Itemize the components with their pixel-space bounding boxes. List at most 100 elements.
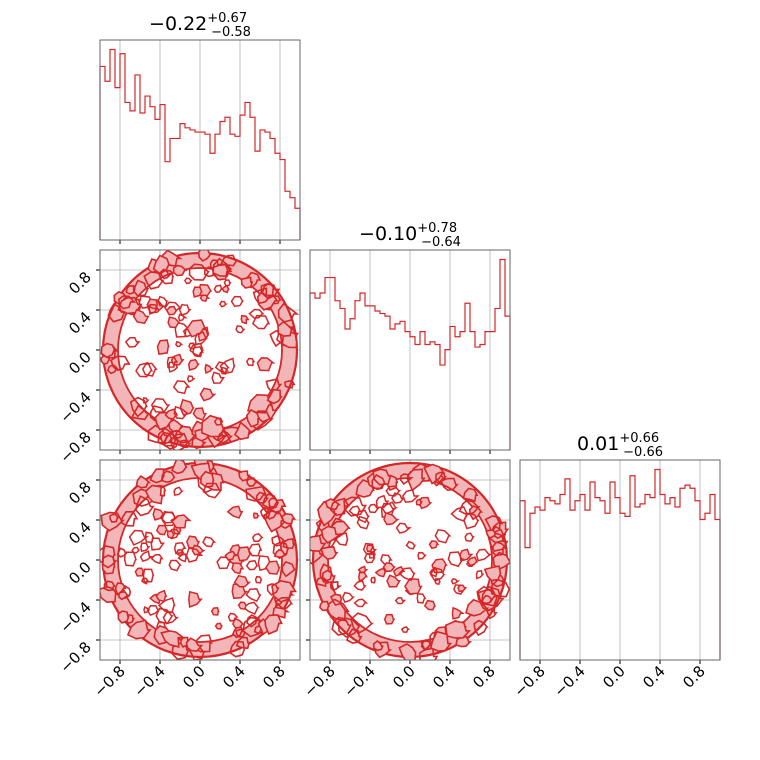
contour-blob	[429, 567, 439, 578]
contour-blob	[356, 515, 370, 530]
histogram-step-line	[309, 258, 511, 450]
contour-blob	[319, 563, 333, 583]
contour-blob	[475, 569, 485, 580]
contour-blob	[341, 591, 356, 604]
contour-blob	[185, 637, 204, 653]
contour-blob	[188, 263, 210, 281]
contour-blob	[144, 531, 155, 544]
contour-blob	[404, 578, 423, 595]
contour-blob	[398, 567, 416, 582]
contour-blob	[177, 553, 188, 563]
contour-blob	[240, 276, 254, 289]
x-tick-label-col-1: 0.0	[179, 662, 209, 692]
contour-blob	[238, 470, 251, 482]
contour-blob	[229, 640, 246, 658]
panel-frame	[519, 459, 721, 661]
x-tick-label-col-1: −0.8	[90, 662, 128, 700]
contour-blob	[429, 566, 446, 582]
y-tick-label-row-2: 0.8	[65, 268, 95, 298]
contour-blob	[173, 405, 190, 420]
panel-frame	[99, 249, 301, 451]
contour-blob	[142, 568, 155, 583]
x-tick-label-col-2: 0.8	[469, 662, 499, 692]
contour-blob	[143, 606, 151, 614]
contour-blob	[230, 295, 244, 307]
contour-blob	[353, 598, 369, 608]
contour-blob	[475, 548, 493, 562]
contour-blob	[451, 606, 465, 620]
contour-blob	[265, 507, 280, 520]
contour-blob	[165, 305, 178, 316]
contour-blob	[252, 287, 272, 305]
contour-blob	[147, 424, 169, 444]
contour-blob	[246, 477, 258, 487]
contour-blob	[382, 562, 396, 573]
contour-blob	[428, 540, 440, 550]
panel-frame	[99, 39, 301, 241]
contour-blob	[450, 505, 469, 522]
contour-blob	[492, 551, 510, 570]
contour-blob	[168, 559, 182, 572]
contour-blob	[233, 421, 252, 441]
contour-blob	[284, 379, 296, 389]
contour-blob	[252, 512, 260, 519]
contour-blob	[447, 551, 465, 568]
contour-blob	[358, 571, 369, 583]
contour-blob	[233, 574, 252, 588]
contour-blob	[348, 505, 362, 517]
contour-blob	[117, 610, 130, 624]
contour-blob	[166, 356, 179, 368]
contour-blob	[118, 295, 137, 310]
histogram-panel-param-1	[99, 39, 301, 244]
contour-blob	[220, 254, 239, 267]
contour-blob	[415, 498, 423, 506]
y-tick-label-row-3: 0.4	[65, 518, 95, 548]
x-tick-label-col-1: −0.4	[130, 662, 168, 700]
contour-blob	[202, 482, 221, 499]
contour-blob	[281, 512, 296, 525]
contour-blob	[487, 532, 509, 553]
contour-blob	[450, 577, 461, 585]
panel-frame	[309, 459, 511, 661]
contour-blob	[159, 268, 173, 280]
contour-blob	[274, 596, 294, 610]
contour-blob	[212, 257, 233, 277]
x-tick-label-col-1: 0.8	[259, 662, 289, 692]
contour-blob	[167, 316, 181, 329]
contour-blob	[132, 308, 150, 325]
contour-panel-param-1-vs-3	[96, 459, 301, 664]
contour-blob	[256, 357, 276, 372]
contour-blob	[106, 364, 119, 375]
contour-blob	[418, 647, 439, 660]
contour-blob	[405, 540, 417, 550]
contour-blob	[188, 590, 203, 609]
contour-blob	[416, 592, 427, 604]
contour-blob	[245, 357, 256, 367]
contour-blob	[429, 630, 453, 652]
x-tick-label-col-2: 0.4	[429, 662, 459, 692]
contour-blob	[129, 396, 148, 418]
contour-blob	[485, 529, 498, 539]
contour-blob	[187, 358, 200, 371]
contour-blob	[254, 576, 263, 584]
contour-blob	[266, 388, 283, 405]
contour-blob	[107, 303, 126, 323]
contour-blob	[363, 552, 376, 564]
contour-blob	[156, 339, 170, 355]
contour-blob	[371, 473, 387, 491]
contour-blob	[103, 580, 116, 592]
y-tick-label-row-2: −0.4	[56, 388, 94, 426]
contour-blob	[319, 600, 331, 612]
contour-blob	[110, 355, 131, 372]
contour-blob	[155, 589, 168, 603]
contour-panel-param-2-vs-3	[306, 459, 511, 664]
panel-frame	[99, 459, 301, 661]
contour-blob	[490, 541, 509, 557]
contour-blob	[235, 628, 246, 638]
y-tick-label-row-2: 0.0	[65, 348, 95, 378]
contour-blob	[172, 264, 188, 277]
contour-blob	[130, 404, 151, 421]
contour-blob	[192, 407, 208, 421]
contour-blob	[141, 362, 158, 377]
